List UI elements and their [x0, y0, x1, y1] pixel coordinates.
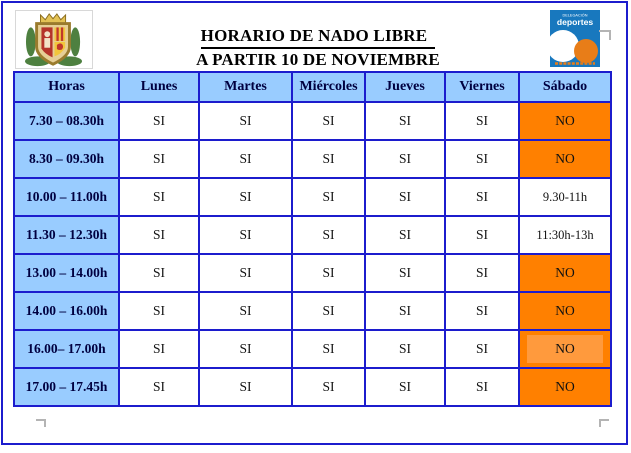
availability-cell: SI [198, 101, 293, 141]
availability-cell: SI [291, 367, 366, 407]
availability-cell: SI [364, 367, 446, 407]
availability-cell: SI [291, 139, 366, 179]
availability-cell: SI [444, 215, 520, 255]
table-row: 14.00 – 16.00h SI SI SI SI SI NO [13, 291, 612, 331]
table-row: 17.00 – 17.45h SI SI SI SI SI NO [13, 367, 612, 407]
hora-cell: 8.30 – 09.30h [13, 139, 120, 179]
sabado-cell: NO [518, 367, 612, 407]
sabado-value: NO [555, 341, 575, 356]
availability-cell: SI [444, 329, 520, 369]
availability-cell: SI [444, 367, 520, 407]
availability-cell: SI [364, 253, 446, 293]
table-row: 16.00– 17.00h SI SI SI SI SI NO [13, 329, 612, 369]
hora-cell: 14.00 – 16.00h [13, 291, 120, 331]
availability-cell: SI [118, 253, 200, 293]
logo-text-delegacion: DELEGACIÓN [563, 13, 588, 18]
object-handle-icon [599, 30, 611, 40]
sabado-cell: 11:30h-13h [518, 215, 612, 255]
availability-cell: SI [444, 177, 520, 217]
sabado-cell: 9.30-11h [518, 177, 612, 217]
text-boundary-mark-right [599, 419, 609, 427]
sabado-cell: NO [518, 253, 612, 293]
availability-cell: SI [118, 291, 200, 331]
availability-cell: SI [364, 139, 446, 179]
availability-cell: SI [198, 367, 293, 407]
availability-cell: SI [118, 139, 200, 179]
column-header-sabado: Sábado [518, 71, 612, 103]
column-header-viernes: Viernes [444, 71, 520, 103]
document-title: HORARIO DE NADO LIBRE A PARTIR 10 DE NOV… [93, 26, 543, 70]
title-line1: HORARIO DE NADO LIBRE [200, 26, 436, 49]
availability-cell: SI [364, 291, 446, 331]
column-header-martes: Martes [198, 71, 293, 103]
availability-cell: SI [118, 101, 200, 141]
availability-cell: SI [291, 329, 366, 369]
availability-cell: SI [118, 367, 200, 407]
availability-cell: SI [364, 329, 446, 369]
availability-cell: SI [364, 101, 446, 141]
municipal-crest-icon [15, 10, 93, 69]
column-header-lunes: Lunes [118, 71, 200, 103]
availability-cell: SI [364, 177, 446, 217]
highlight-overlay [527, 335, 603, 363]
availability-cell: SI [198, 139, 293, 179]
availability-cell: SI [291, 253, 366, 293]
deportes-logo-icon: DELEGACIÓN deportes [547, 10, 600, 67]
availability-cell: SI [118, 215, 200, 255]
availability-cell: SI [444, 253, 520, 293]
hora-cell: 16.00– 17.00h [13, 329, 120, 369]
availability-cell: SI [118, 177, 200, 217]
sabado-cell: NO [518, 101, 612, 141]
availability-cell: SI [444, 101, 520, 141]
availability-cell: SI [364, 215, 446, 255]
column-header-jueves: Jueves [364, 71, 446, 103]
text-boundary-mark-left [36, 419, 46, 427]
hora-cell: 7.30 – 08.30h [13, 101, 120, 141]
sabado-cell: NO [518, 139, 612, 179]
schedule-table: Horas Lunes Martes Miércoles Jueves Viernes Sá… [13, 71, 612, 407]
availability-cell: SI [198, 215, 293, 255]
page-frame: HORARIO DE NADO LIBRE A PARTIR 10 DE NOV… [1, 1, 628, 445]
logo-text-deportes: deportes [557, 17, 594, 27]
availability-cell: SI [291, 291, 366, 331]
column-header-horas: Horas [13, 71, 120, 103]
table-row: 8.30 – 09.30h SI SI SI SI SI NO [13, 139, 612, 179]
sabado-cell: NO [518, 291, 612, 331]
table-row: 10.00 – 11.00h SI SI SI SI SI 9.30-11h [13, 177, 612, 217]
availability-cell: SI [444, 139, 520, 179]
availability-cell: SI [444, 291, 520, 331]
table-row: 11.30 – 12.30h SI SI SI SI SI 11:30h-13h [13, 215, 612, 255]
hora-cell: 11.30 – 12.30h [13, 215, 120, 255]
availability-cell: SI [291, 101, 366, 141]
title-line2: A PARTIR 10 DE NOVIEMBRE [196, 50, 440, 69]
table-row: 13.00 – 14.00h SI SI SI SI SI NO [13, 253, 612, 293]
column-header-miercoles: Miércoles [291, 71, 366, 103]
hora-cell: 13.00 – 14.00h [13, 253, 120, 293]
table-header-row: Horas Lunes Martes Miércoles Jueves Viernes Sá… [13, 71, 612, 103]
availability-cell: SI [198, 291, 293, 331]
availability-cell: SI [291, 177, 366, 217]
table-row: 7.30 – 08.30h SI SI SI SI SI NO [13, 101, 612, 141]
hora-cell: 10.00 – 11.00h [13, 177, 120, 217]
sabado-cell: NO [518, 329, 612, 369]
availability-cell: SI [198, 329, 293, 369]
availability-cell: SI [198, 177, 293, 217]
hora-cell: 17.00 – 17.45h [13, 367, 120, 407]
availability-cell: SI [291, 215, 366, 255]
availability-cell: SI [118, 329, 200, 369]
availability-cell: SI [198, 253, 293, 293]
